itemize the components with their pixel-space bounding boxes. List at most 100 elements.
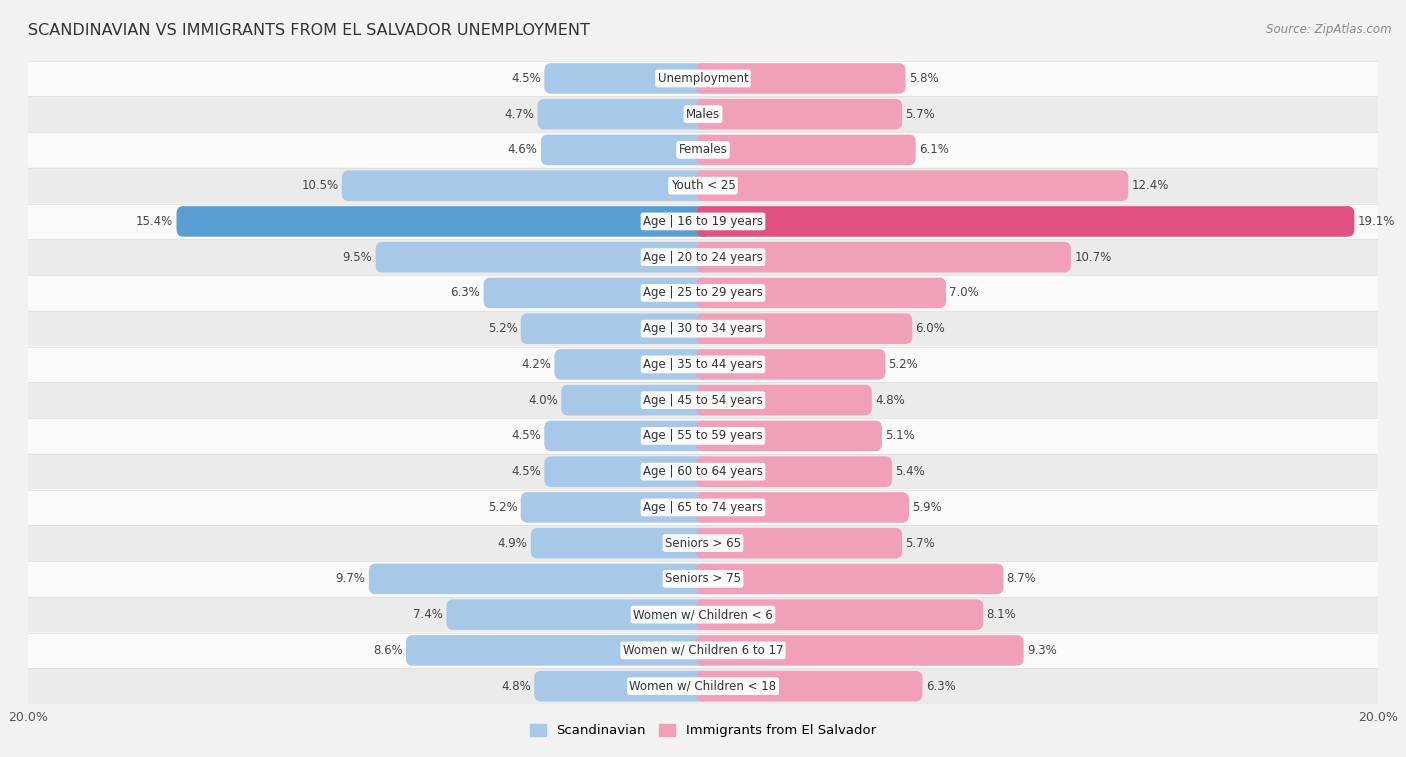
Text: Age | 65 to 74 years: Age | 65 to 74 years	[643, 501, 763, 514]
FancyBboxPatch shape	[696, 492, 908, 522]
Text: 6.3%: 6.3%	[450, 286, 481, 300]
FancyBboxPatch shape	[28, 453, 1378, 490]
FancyBboxPatch shape	[28, 61, 1378, 96]
FancyBboxPatch shape	[696, 528, 903, 559]
Text: Age | 16 to 19 years: Age | 16 to 19 years	[643, 215, 763, 228]
Text: Males: Males	[686, 107, 720, 120]
FancyBboxPatch shape	[28, 275, 1378, 311]
FancyBboxPatch shape	[696, 564, 1004, 594]
FancyBboxPatch shape	[28, 418, 1378, 453]
FancyBboxPatch shape	[28, 239, 1378, 275]
Text: 9.3%: 9.3%	[1026, 644, 1057, 657]
Text: Seniors > 65: Seniors > 65	[665, 537, 741, 550]
FancyBboxPatch shape	[28, 96, 1378, 132]
Text: Age | 45 to 54 years: Age | 45 to 54 years	[643, 394, 763, 407]
FancyBboxPatch shape	[696, 170, 1128, 201]
Text: 15.4%: 15.4%	[136, 215, 173, 228]
FancyBboxPatch shape	[28, 382, 1378, 418]
FancyBboxPatch shape	[696, 242, 1071, 273]
FancyBboxPatch shape	[534, 671, 710, 702]
FancyBboxPatch shape	[28, 490, 1378, 525]
FancyBboxPatch shape	[406, 635, 710, 665]
Text: 10.5%: 10.5%	[301, 179, 339, 192]
Text: 4.5%: 4.5%	[512, 72, 541, 85]
Text: Age | 20 to 24 years: Age | 20 to 24 years	[643, 251, 763, 263]
FancyBboxPatch shape	[696, 671, 922, 702]
Text: 6.3%: 6.3%	[925, 680, 956, 693]
FancyBboxPatch shape	[561, 385, 710, 416]
FancyBboxPatch shape	[541, 135, 710, 165]
FancyBboxPatch shape	[520, 492, 710, 522]
Text: 8.1%: 8.1%	[987, 608, 1017, 621]
Text: 5.8%: 5.8%	[908, 72, 938, 85]
FancyBboxPatch shape	[342, 170, 710, 201]
Text: 4.5%: 4.5%	[512, 465, 541, 478]
FancyBboxPatch shape	[28, 168, 1378, 204]
FancyBboxPatch shape	[375, 242, 710, 273]
Text: 10.7%: 10.7%	[1074, 251, 1111, 263]
FancyBboxPatch shape	[544, 456, 710, 487]
FancyBboxPatch shape	[696, 135, 915, 165]
Text: 12.4%: 12.4%	[1132, 179, 1168, 192]
Text: 6.0%: 6.0%	[915, 322, 945, 335]
FancyBboxPatch shape	[696, 349, 886, 380]
FancyBboxPatch shape	[28, 525, 1378, 561]
FancyBboxPatch shape	[28, 633, 1378, 668]
Text: 4.0%: 4.0%	[529, 394, 558, 407]
Text: Source: ZipAtlas.com: Source: ZipAtlas.com	[1267, 23, 1392, 36]
FancyBboxPatch shape	[531, 528, 710, 559]
Text: 7.0%: 7.0%	[949, 286, 979, 300]
Text: 5.2%: 5.2%	[889, 358, 918, 371]
Text: Age | 35 to 44 years: Age | 35 to 44 years	[643, 358, 763, 371]
Text: 9.5%: 9.5%	[343, 251, 373, 263]
Text: 4.9%: 4.9%	[498, 537, 527, 550]
Text: Youth < 25: Youth < 25	[671, 179, 735, 192]
Text: Women w/ Children < 6: Women w/ Children < 6	[633, 608, 773, 621]
Text: Age | 30 to 34 years: Age | 30 to 34 years	[643, 322, 763, 335]
Text: 8.7%: 8.7%	[1007, 572, 1036, 585]
Text: 5.7%: 5.7%	[905, 107, 935, 120]
Text: 5.9%: 5.9%	[912, 501, 942, 514]
Text: Age | 60 to 64 years: Age | 60 to 64 years	[643, 465, 763, 478]
FancyBboxPatch shape	[696, 313, 912, 344]
FancyBboxPatch shape	[28, 668, 1378, 704]
FancyBboxPatch shape	[368, 564, 710, 594]
Text: 5.7%: 5.7%	[905, 537, 935, 550]
Text: Age | 55 to 59 years: Age | 55 to 59 years	[643, 429, 763, 442]
Text: 19.1%: 19.1%	[1358, 215, 1395, 228]
Text: 5.2%: 5.2%	[488, 501, 517, 514]
Text: 5.1%: 5.1%	[886, 429, 915, 442]
FancyBboxPatch shape	[447, 600, 710, 630]
FancyBboxPatch shape	[28, 311, 1378, 347]
FancyBboxPatch shape	[554, 349, 710, 380]
FancyBboxPatch shape	[696, 206, 1354, 237]
FancyBboxPatch shape	[696, 600, 983, 630]
Text: 4.5%: 4.5%	[512, 429, 541, 442]
FancyBboxPatch shape	[28, 597, 1378, 633]
FancyBboxPatch shape	[28, 204, 1378, 239]
Text: Age | 25 to 29 years: Age | 25 to 29 years	[643, 286, 763, 300]
Text: 4.2%: 4.2%	[522, 358, 551, 371]
FancyBboxPatch shape	[696, 99, 903, 129]
Text: Women w/ Children < 18: Women w/ Children < 18	[630, 680, 776, 693]
Text: 7.4%: 7.4%	[413, 608, 443, 621]
FancyBboxPatch shape	[537, 99, 710, 129]
Text: Women w/ Children 6 to 17: Women w/ Children 6 to 17	[623, 644, 783, 657]
FancyBboxPatch shape	[696, 456, 891, 487]
Text: 8.6%: 8.6%	[373, 644, 402, 657]
Text: Females: Females	[679, 143, 727, 157]
Text: Seniors > 75: Seniors > 75	[665, 572, 741, 585]
FancyBboxPatch shape	[28, 347, 1378, 382]
FancyBboxPatch shape	[28, 132, 1378, 168]
Text: 4.7%: 4.7%	[505, 107, 534, 120]
Text: SCANDINAVIAN VS IMMIGRANTS FROM EL SALVADOR UNEMPLOYMENT: SCANDINAVIAN VS IMMIGRANTS FROM EL SALVA…	[28, 23, 591, 38]
FancyBboxPatch shape	[696, 63, 905, 94]
FancyBboxPatch shape	[28, 561, 1378, 597]
FancyBboxPatch shape	[696, 421, 882, 451]
Text: 6.1%: 6.1%	[920, 143, 949, 157]
Text: 4.8%: 4.8%	[501, 680, 531, 693]
FancyBboxPatch shape	[544, 63, 710, 94]
FancyBboxPatch shape	[696, 385, 872, 416]
FancyBboxPatch shape	[544, 421, 710, 451]
Text: 5.4%: 5.4%	[896, 465, 925, 478]
